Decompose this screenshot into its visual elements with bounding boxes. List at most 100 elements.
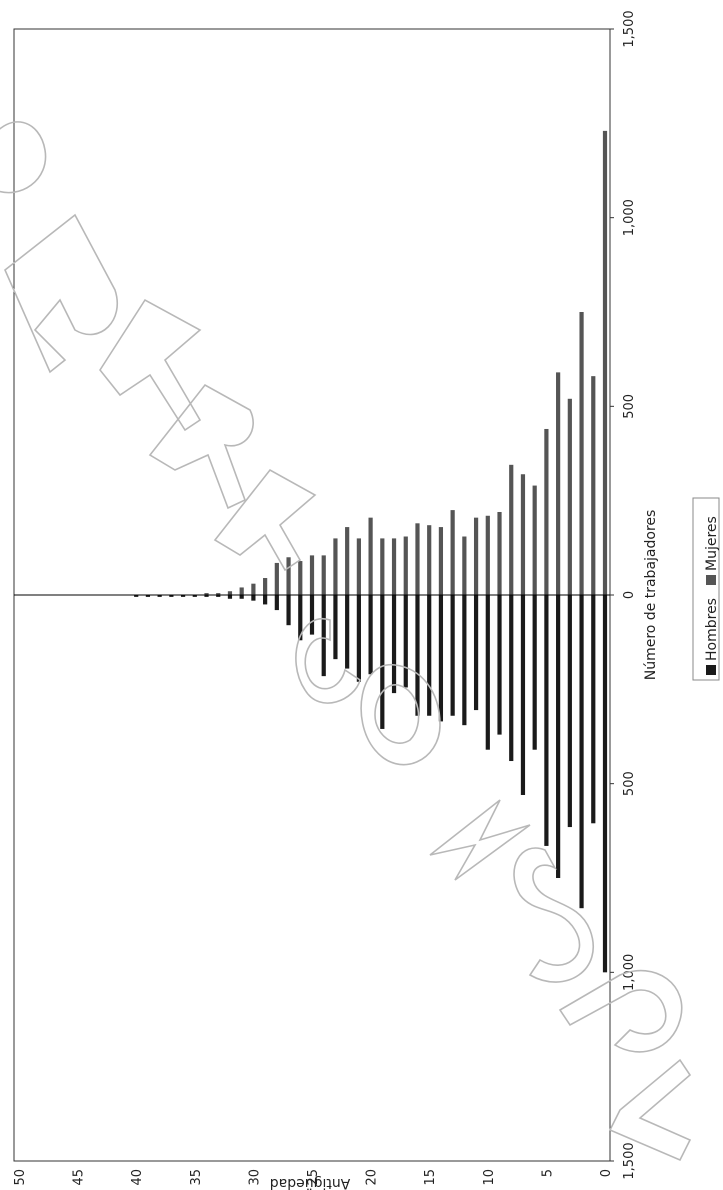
- bar-hombres-20: [368, 595, 373, 675]
- category-tick-label: 30: [247, 1169, 262, 1186]
- bar-mujeres-7: [520, 474, 526, 595]
- bar-hombres-30: [251, 595, 256, 601]
- bar-hombres-4: [556, 595, 561, 878]
- bar-mujeres-21: [356, 538, 361, 595]
- bar-mujeres-30: [251, 583, 256, 595]
- bar-mujeres-4: [556, 372, 561, 595]
- bar-mujeres-1: [591, 376, 596, 595]
- category-axis-ticks: 0 5 10 15 20 25 30 35 40 45 50: [13, 1169, 614, 1186]
- bar-mujeres-27: [286, 557, 291, 595]
- category-tick-label: 25: [306, 1169, 321, 1186]
- bar-hombres-38: [157, 595, 162, 597]
- bar-hombres-1: [591, 595, 596, 824]
- category-tick-label: 45: [72, 1169, 87, 1186]
- bar-hombres-22: [345, 595, 350, 669]
- bar-mujeres-33: [216, 593, 221, 595]
- bar-mujeres-22: [345, 527, 350, 595]
- bar-hombres-28: [274, 595, 279, 611]
- category-tick-label: 50: [13, 1169, 28, 1186]
- bar-hombres-34: [204, 595, 209, 597]
- value-tick-label: 500: [622, 771, 637, 796]
- bar-mujeres-23: [333, 538, 338, 595]
- legend-swatch-hombres: [706, 665, 716, 675]
- bar-mujeres-31: [239, 587, 244, 595]
- bar-mujeres-29: [263, 578, 268, 595]
- bar-mujeres-8: [509, 464, 514, 595]
- bar-hombres-13: [450, 595, 455, 716]
- bar-hombres-11: [473, 595, 479, 711]
- value-tick-label: 1,500: [622, 10, 637, 47]
- bar-hombres-25: [309, 595, 315, 635]
- category-tick-label: 5: [540, 1169, 555, 1177]
- value-tick-label: 1,500: [622, 1142, 637, 1179]
- bar-mujeres-18: [391, 538, 397, 595]
- bar-hombres-29: [263, 595, 268, 605]
- category-tick-label: 10: [482, 1169, 497, 1186]
- bar-hombres-10: [485, 595, 490, 750]
- legend-label-hombres: Hombres: [704, 598, 720, 661]
- bar-hombres-14: [438, 595, 444, 722]
- bar-hombres-7: [520, 595, 526, 795]
- bar-mujeres-14: [438, 527, 444, 595]
- bar-hombres-26: [298, 595, 303, 641]
- bar-hombres-27: [286, 595, 291, 626]
- bar-mujeres-15: [427, 525, 432, 595]
- bar-mujeres-9: [497, 511, 502, 595]
- bar-hombres-39: [145, 595, 151, 597]
- bar-mujeres-0: [602, 130, 608, 595]
- legend-swatch-mujeres: [706, 575, 716, 585]
- category-tick-label: 0: [599, 1169, 614, 1177]
- bar-mujeres-20: [368, 517, 373, 595]
- bar-hombres-33: [216, 595, 221, 597]
- bar-mujeres-28: [274, 562, 279, 595]
- bar-mujeres-10: [485, 515, 490, 595]
- category-tick-label: 40: [130, 1169, 145, 1186]
- watermark: [0, 121, 692, 1162]
- bar-hombres-3: [567, 595, 572, 828]
- legend: Hombres Mujeres: [692, 497, 720, 681]
- bar-hombres-8: [509, 595, 514, 762]
- bar-hombres-17: [403, 595, 408, 688]
- bar-mujeres-16: [415, 523, 420, 595]
- bar-hombres-36: [180, 595, 186, 597]
- bar-mujeres-32: [227, 591, 233, 595]
- bar-hombres-23: [333, 595, 338, 660]
- bar-hombres-21: [356, 595, 361, 682]
- bar-mujeres-5: [544, 428, 549, 595]
- bar-mujeres-24: [321, 555, 326, 595]
- bar-mujeres-6: [532, 485, 537, 595]
- category-tick-label: 35: [189, 1169, 204, 1186]
- bar-hombres-0: [602, 595, 608, 973]
- bar-hombres-9: [497, 595, 502, 735]
- bar-hombres-24: [321, 595, 326, 677]
- legend-label-mujeres: Mujeres: [704, 516, 720, 571]
- category-tick-label: 20: [365, 1169, 380, 1186]
- bar-hombres-35: [192, 595, 197, 597]
- bar-mujeres-2: [579, 312, 584, 595]
- bar-hombres-40: [134, 595, 139, 597]
- bar-mujeres-25: [309, 555, 315, 595]
- value-tick-label: 1,000: [622, 199, 637, 236]
- bar-hombres-5: [544, 595, 549, 846]
- value-tick-label: 500: [622, 394, 637, 419]
- bar-hombres-19: [380, 595, 385, 729]
- bar-hombres-37: [169, 595, 174, 597]
- bar-hombres-18: [391, 595, 397, 694]
- bar-hombres-15: [427, 595, 432, 716]
- bar-hombres-32: [227, 595, 233, 599]
- category-tick-label: 15: [423, 1169, 438, 1186]
- value-tick-label: 0: [622, 591, 637, 599]
- bar-hombres-16: [415, 595, 420, 716]
- category-axis-title: Antigüedad: [270, 1175, 351, 1190]
- bar-mujeres-13: [450, 510, 455, 595]
- bar-mujeres-3: [567, 398, 572, 595]
- bar-mujeres-34: [204, 593, 209, 595]
- bar-hombres-2: [579, 595, 584, 909]
- value-axis-title: Número de trabajadores: [643, 510, 659, 681]
- bar-mujeres-19: [380, 538, 385, 595]
- bar-hombres-12: [462, 595, 467, 726]
- bar-hombres-31: [239, 595, 244, 599]
- bar-mujeres-17: [403, 536, 408, 595]
